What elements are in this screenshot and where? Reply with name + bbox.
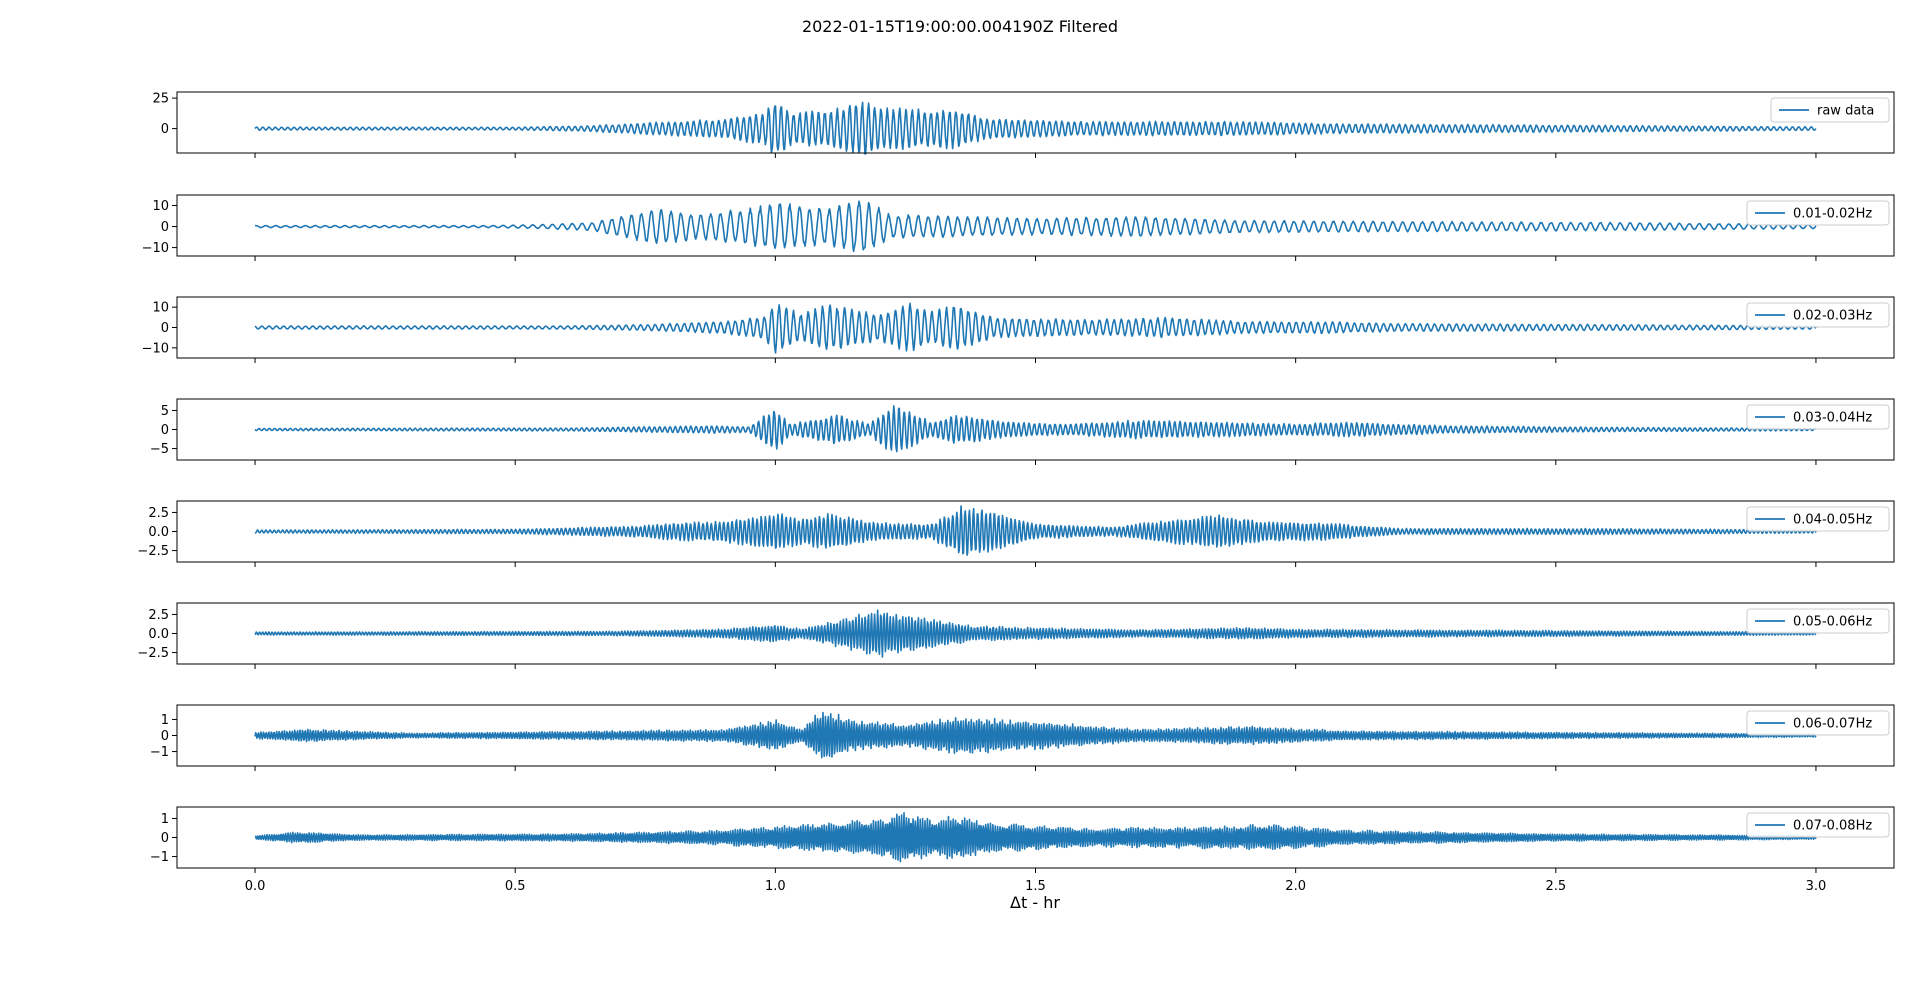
- subplot-8: −1 0 1 0.07-0.08Hz: [150, 806, 1895, 873]
- subplot-2: −10 0 10 0.01-0.02Hz: [142, 194, 1895, 261]
- subplot-7: −101 0.06-0.07Hz: [150, 704, 1895, 771]
- legend: 0.04-0.05Hz: [1746, 506, 1890, 532]
- legend: 0.05-0.06Hz: [1746, 608, 1890, 634]
- y-tick-label: 0.0: [148, 525, 169, 540]
- subplot-1: 0 25 raw data: [152, 91, 1895, 158]
- waveform-line: [254, 302, 1817, 354]
- legend: 0.01-0.02Hz: [1746, 200, 1890, 226]
- y-tick-label: 0: [161, 122, 169, 137]
- y-tick-label: 0: [161, 831, 169, 846]
- legend-box: [1746, 506, 1890, 532]
- y-tick-label: 2.5: [148, 608, 169, 623]
- x-tick-label: 1.5: [1025, 879, 1046, 894]
- legend-label: 0.03-0.04Hz: [1793, 411, 1872, 426]
- x-tick-label: 2.0: [1285, 879, 1306, 894]
- legend-box: [1746, 812, 1890, 838]
- legend-box: [1746, 608, 1890, 634]
- legend: 0.03-0.04Hz: [1746, 404, 1890, 430]
- y-tick-label: 10: [152, 301, 169, 316]
- x-tick-label: 0.5: [505, 879, 526, 894]
- y-tick-label: −10: [142, 241, 169, 256]
- waveform-line: [254, 812, 1817, 863]
- x-tick-label: 3.0: [1806, 879, 1827, 894]
- legend-label: 0.05-0.06Hz: [1793, 615, 1872, 630]
- y-tick-label: 0: [161, 321, 169, 336]
- x-axis: 0.0 0.5 1.0 1.5 2.0 2.5 3.0: [245, 879, 1827, 894]
- legend-label: 0.02-0.03Hz: [1793, 309, 1872, 324]
- y-tick-label: 1: [161, 713, 169, 728]
- chart-title: 2022-01-15T19:00:00.004190Z Filtered: [802, 17, 1118, 36]
- y-tick-label: 2.5: [148, 506, 169, 521]
- waveform-line: [254, 711, 1817, 759]
- legend-label: 0.01-0.02Hz: [1793, 207, 1872, 222]
- legend: 0.06-0.07Hz: [1746, 710, 1890, 736]
- subplot-3: −10 0 10 0.02-0.03Hz: [142, 296, 1895, 363]
- y-tick-label: 0: [161, 729, 169, 744]
- legend: 0.02-0.03Hz: [1746, 302, 1890, 328]
- legend-label: 0.04-0.05Hz: [1793, 513, 1872, 528]
- subplot-6: −2.5 0.0 2.5 0.05-0.06Hz: [137, 602, 1895, 669]
- y-tick-label: 25: [152, 92, 169, 107]
- waveform-line: [254, 101, 1817, 155]
- legend-box: [1746, 710, 1890, 736]
- x-tick-label: 2.5: [1545, 879, 1566, 894]
- y-tick-label: 0: [161, 220, 169, 235]
- legend-label: 0.07-0.08Hz: [1793, 819, 1872, 834]
- waveform-line: [254, 609, 1817, 658]
- y-tick-label: 0: [161, 423, 169, 438]
- waveform-line: [254, 200, 1817, 253]
- legend-box: [1746, 404, 1890, 430]
- legend-box: [1746, 302, 1890, 328]
- x-tick-label: 1.0: [765, 879, 786, 894]
- waveform-line: [254, 405, 1817, 453]
- x-axis-label: Δt - hr: [1010, 893, 1060, 912]
- waveform-line: [254, 505, 1817, 556]
- y-tick-label: −1: [150, 850, 169, 865]
- y-tick-label: −5: [150, 442, 169, 457]
- subplot-frame: [176, 91, 1895, 154]
- legend-label: 0.06-0.07Hz: [1793, 717, 1872, 732]
- x-tick-label: 0.0: [245, 879, 266, 894]
- y-tick-label: −2.5: [137, 544, 169, 559]
- legend-label: raw data: [1817, 104, 1874, 119]
- y-tick-label: 0.0: [148, 627, 169, 642]
- y-tick-label: 1: [161, 812, 169, 827]
- y-tick-label: −10: [142, 341, 169, 356]
- y-tick-label: 5: [161, 404, 169, 419]
- subplot-5: −2.5 0.0 2.5 0.04-0.05Hz: [137, 500, 1895, 567]
- subplot-4: −5 0 5 0.03-0.04Hz: [150, 398, 1895, 465]
- y-tick-label: −2.5: [137, 646, 169, 661]
- legend-box: [1770, 97, 1890, 123]
- legend: raw data: [1770, 97, 1890, 123]
- y-tick-label: −1: [150, 745, 169, 760]
- legend-box: [1746, 200, 1890, 226]
- legend: 0.07-0.08Hz: [1746, 812, 1890, 838]
- y-tick-label: 10: [152, 199, 169, 214]
